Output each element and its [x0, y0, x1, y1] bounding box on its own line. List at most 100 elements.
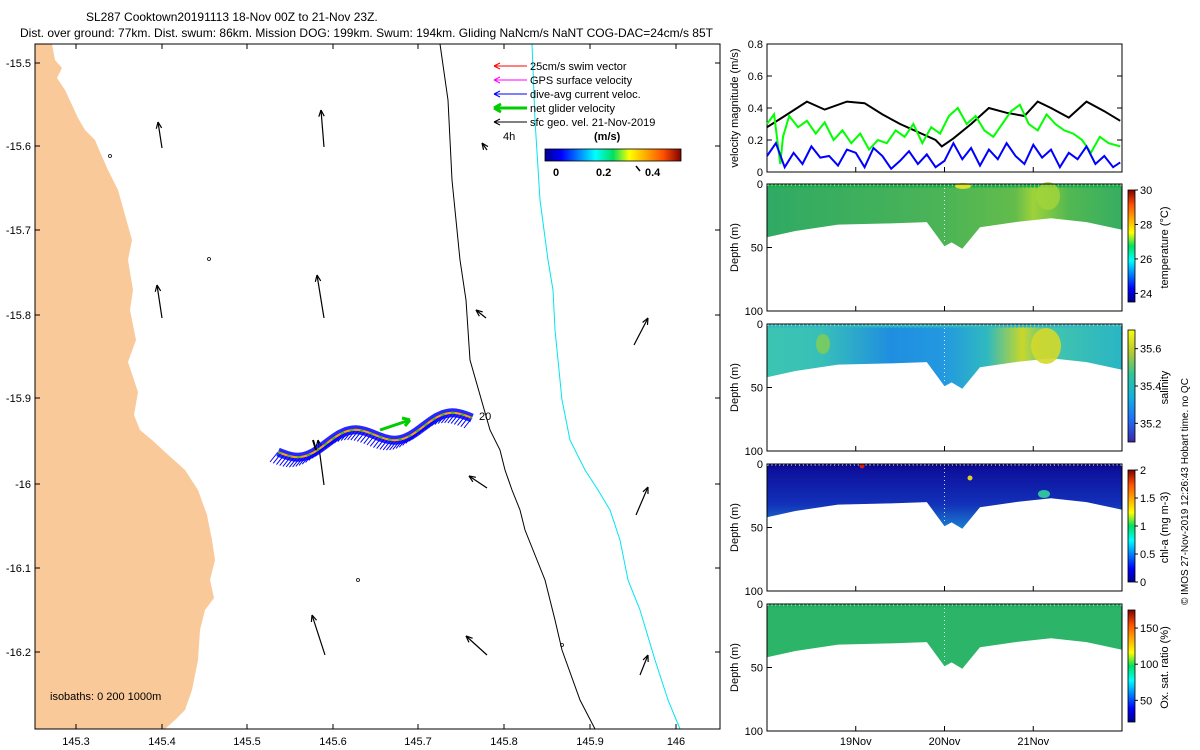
section-data-fill [767, 606, 1122, 669]
velocity-ytick-label: 0.2 [748, 135, 763, 147]
surface-sample-dot [1050, 604, 1055, 608]
surface-sample-dot [893, 464, 898, 468]
dive-avg-vector [379, 439, 389, 450]
dive-avg-vector [347, 429, 356, 441]
surface-sample-dot [1101, 184, 1106, 188]
surface-sample-dot [948, 324, 953, 328]
surface-sample-dot [1027, 184, 1031, 188]
surface-sample-dot [776, 464, 780, 468]
surface-sample-dot [803, 464, 808, 468]
depth-tick-label: 0 [757, 319, 763, 331]
surface-sample-dot [921, 184, 925, 188]
island-marker [356, 578, 360, 582]
dive-avg-vector [444, 412, 453, 424]
surface-sample-dot [968, 464, 972, 468]
colorbar-label: chl-a (mg m-3) [1159, 492, 1171, 564]
surface-sample-dot [854, 464, 859, 468]
surface-sample-dot [846, 464, 851, 468]
surface-sample-dot [787, 324, 792, 328]
dive-avg-vector [386, 439, 395, 451]
surface-sample-dot [1042, 604, 1047, 608]
surface-sample-dot [1113, 324, 1117, 328]
surface-sample-dot [976, 464, 980, 468]
surface-sample-dot [893, 184, 898, 188]
surface-sample-dot [881, 184, 886, 188]
surface-sample-dot [874, 464, 878, 468]
surface-sample-dot [1011, 464, 1015, 468]
surface-sample-dot [905, 184, 909, 188]
surface-sample-dot [1081, 324, 1086, 328]
surface-sample-dot [1003, 184, 1008, 188]
surface-sample-dot [1109, 184, 1113, 188]
surface-sample-dot [909, 604, 913, 608]
surface-sample-dot [999, 184, 1004, 188]
surface-sample-dot [1062, 604, 1066, 608]
credit-line: © IMOS 27-Nov-2019 12:26:43 Hobart time.… [1180, 378, 1191, 605]
depth-tick-label: 50 [751, 383, 763, 395]
surface-sample-dot [972, 604, 976, 608]
surface-sample-dot [1011, 604, 1015, 608]
surface-sample-dot [834, 464, 839, 468]
surface-sample-dot [1058, 324, 1062, 328]
surface-sample-dot [787, 604, 792, 608]
surface-sample-dot [1097, 464, 1102, 468]
velocity-y-axis: 0 0.2 0.4 0.6 0.8 [748, 39, 1122, 179]
surface-sample-dot [803, 184, 808, 188]
surface-sample-dot [1019, 324, 1023, 328]
surface-sample-dot [1023, 324, 1027, 328]
surface-sample-dot [889, 604, 894, 608]
surface-sample-dot [815, 604, 819, 608]
salty-feature [816, 334, 830, 354]
depth-tick-label: 100 [745, 586, 763, 598]
surface-sample-dot [1113, 464, 1117, 468]
island-marker [560, 643, 564, 647]
surface-sample-dot [905, 604, 909, 608]
surface-sample-dot [1093, 464, 1098, 468]
colorbar-tick-label: 0.5 [1140, 549, 1155, 561]
surface-sample-dot [1023, 604, 1027, 608]
surface-sample-dot [1074, 184, 1078, 188]
surface-sample-dot [854, 604, 859, 608]
colorbar-tick-label: 30 [1140, 185, 1152, 197]
geo-arrow-shaft [639, 654, 649, 676]
geo-arrow-shaft [465, 635, 488, 656]
surface-sample-dot [999, 604, 1004, 608]
surface-sample-dot [1019, 464, 1023, 468]
surface-sample-dot [791, 464, 796, 468]
surface-sample-dot [964, 324, 968, 328]
surface-sample-dot [929, 604, 933, 608]
surface-sample-dot [780, 464, 784, 468]
surface-sample-dot [834, 184, 839, 188]
dive-avg-vector [440, 412, 450, 424]
map-ytick-label: -16.1 [6, 563, 31, 575]
surface-sample-dot [917, 604, 921, 608]
surface-sample-dot [830, 604, 835, 608]
surface-sample-dot [913, 324, 917, 328]
geo-arrow-head [318, 109, 325, 117]
map-xtick-label: 145.5 [233, 736, 261, 748]
surface-sample-dot [929, 184, 933, 188]
surface-sample-dot [870, 324, 874, 328]
surface-sample-dot [807, 604, 811, 608]
date-tick-label: 20Nov [929, 736, 961, 748]
dive-avg-vector [360, 432, 369, 443]
surface-sample-dot [1085, 324, 1090, 328]
surface-sample-dot [980, 604, 984, 608]
surface-sample-dot [964, 464, 968, 468]
surface-sample-dot [819, 464, 823, 468]
surface-sample-dot [827, 604, 831, 608]
surface-sample-dot [976, 604, 980, 608]
track-day-label: 20 [479, 411, 491, 423]
surface-sample-dot [932, 184, 937, 188]
surface-sample-dot [1034, 604, 1039, 608]
geo-arrow-head [642, 486, 649, 495]
surface-sample-dot [995, 604, 1000, 608]
surface-sample-dot [940, 464, 945, 468]
dive-avg-vector [350, 429, 360, 441]
colorbar-tick-2: 0.4 [645, 167, 661, 179]
surface-sample-dot [842, 604, 847, 608]
surface-sample-dot [823, 184, 827, 188]
surface-sample-dot [1030, 604, 1035, 608]
surface-sample-dot [1054, 464, 1059, 468]
surface-sample-dot [1105, 604, 1109, 608]
